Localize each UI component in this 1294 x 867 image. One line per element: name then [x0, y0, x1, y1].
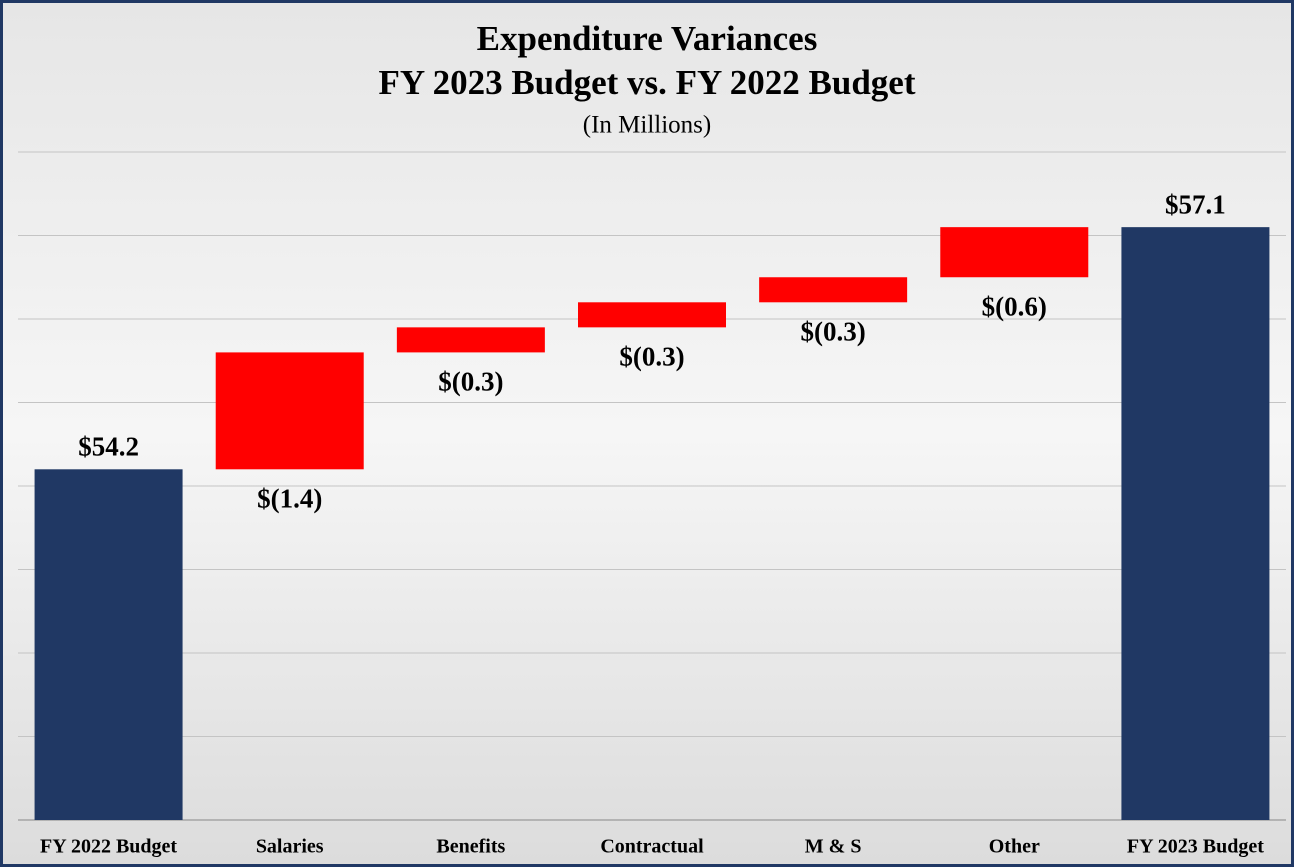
bar: [396, 327, 545, 353]
marks: [34, 227, 1270, 820]
x-tick-label: FY 2023 Budget: [1127, 836, 1264, 858]
value-label: $54.2: [78, 432, 139, 462]
value-label: $(1.4): [257, 484, 322, 514]
value-label: $57.1: [1165, 189, 1226, 219]
value-label: $(0.6): [982, 291, 1047, 321]
x-tick-label: Contractual: [600, 836, 704, 858]
bar: [940, 227, 1089, 278]
x-tick-label: Salaries: [256, 836, 324, 858]
value-label: $(0.3): [619, 342, 684, 372]
grid: [18, 151, 1286, 821]
bar: [215, 352, 364, 470]
x-tick-label: FY 2022 Budget: [40, 836, 177, 858]
x-tick-label: M & S: [805, 836, 862, 858]
bar: [34, 469, 183, 820]
bar: [1121, 227, 1270, 820]
bar: [578, 302, 726, 328]
value-label: $(0.3): [801, 317, 866, 347]
x-tick-label: Benefits: [436, 836, 505, 858]
chart-title: Expenditure Variances: [477, 19, 818, 58]
x-tick-label: Other: [989, 836, 1040, 858]
value-label: $(0.3): [438, 367, 503, 397]
chart-subtitle: FY 2023 Budget vs. FY 2022 Budget: [378, 63, 915, 102]
bar: [759, 277, 908, 303]
chart-note: (In Millions): [583, 112, 711, 139]
